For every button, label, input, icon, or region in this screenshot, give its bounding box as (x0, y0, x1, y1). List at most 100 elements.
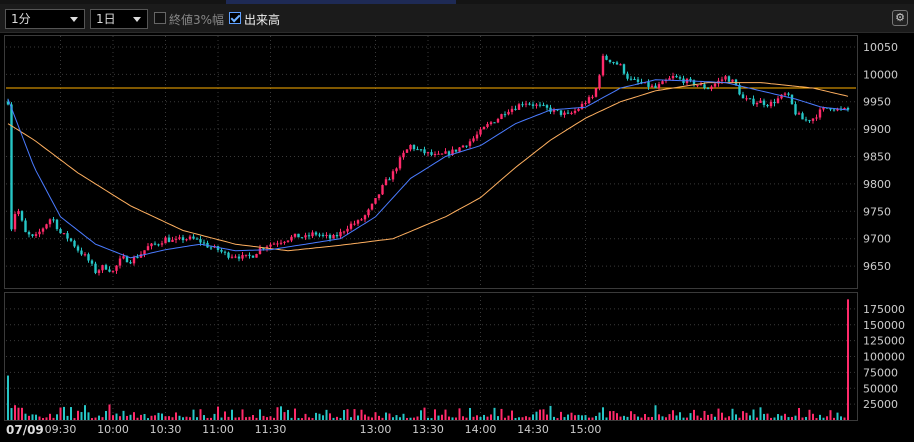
volume-bar (192, 409, 195, 420)
volume-checkbox[interactable] (229, 12, 241, 24)
volume-bar (94, 417, 97, 420)
candle-body (741, 94, 745, 99)
candle-body (524, 103, 528, 105)
volume-tick-label: 150000 (863, 319, 905, 332)
volume-label: 出来高 (244, 13, 281, 27)
volume-bar (742, 411, 744, 420)
candle-body (542, 104, 545, 106)
volume-bar (717, 408, 720, 420)
volume-bar (500, 408, 503, 420)
volume-bar (700, 417, 702, 420)
close-3pct-label: 終値3%幅 (169, 13, 225, 27)
volume-bar (91, 418, 93, 420)
candle-body (748, 98, 752, 100)
volume-bar (668, 414, 671, 420)
candle-body (290, 236, 293, 241)
candle-body (220, 249, 223, 252)
volume-bar (441, 414, 443, 420)
candle-body (272, 243, 276, 245)
candle-body (150, 243, 153, 247)
volume-bar (77, 410, 79, 420)
volume-bar (612, 411, 615, 420)
volume-bar (749, 415, 751, 420)
volume-bar (836, 412, 839, 420)
candle-body (804, 119, 808, 121)
candle-body (818, 109, 822, 118)
volume-bar (647, 417, 650, 420)
interval-select[interactable]: 1分 (5, 9, 85, 29)
candle-body (255, 253, 258, 258)
volume-bar (381, 417, 384, 420)
volume-bar (584, 415, 587, 420)
volume-bar (794, 415, 797, 420)
price-tick-label: 9900 (863, 123, 891, 136)
candle-body (48, 219, 52, 225)
volume-bar (770, 417, 772, 420)
candle-body (244, 254, 248, 256)
volume-bar (28, 415, 30, 420)
volume-bar (756, 417, 758, 420)
candle-body (486, 124, 489, 127)
candle-body (622, 64, 626, 74)
candle-body (668, 78, 671, 81)
volume-bar (672, 410, 674, 420)
volume-bar (591, 417, 594, 420)
candle-body (234, 256, 237, 258)
volume-bar (115, 413, 118, 420)
time-tick-label: 13:30 (412, 423, 444, 436)
volume-bar (21, 407, 23, 420)
candle-body (577, 108, 580, 111)
volume-bar (815, 418, 818, 420)
candle-body (164, 237, 167, 244)
volume-bar (822, 417, 825, 420)
close-3pct-checkbox[interactable] (154, 12, 166, 24)
volume-bar (336, 416, 338, 420)
volume-bar (808, 409, 811, 420)
candle-body (314, 232, 318, 235)
volume-bar (364, 414, 366, 420)
candle-body (731, 79, 734, 82)
price-panel (4, 35, 858, 289)
volume-bar (168, 416, 170, 420)
candle-body (265, 246, 269, 249)
interval-select-value: 1分 (11, 12, 31, 26)
candle-body (584, 103, 587, 105)
candle-body (552, 109, 556, 112)
volume-bar (619, 416, 622, 420)
candle-body (461, 145, 465, 148)
volume-bar (49, 413, 51, 420)
volume-bar (773, 417, 776, 420)
volume-bar (266, 417, 268, 420)
price-tick-label: 10050 (863, 41, 898, 54)
volume-bar (528, 417, 531, 420)
candle-body (612, 61, 615, 63)
candle-body (209, 247, 213, 249)
volume-bar (721, 412, 723, 420)
candle-body (332, 234, 335, 239)
candle-body (671, 75, 675, 79)
range-select[interactable]: 1日 (90, 9, 148, 29)
gear-icon[interactable]: ⚙ (892, 10, 908, 26)
volume-bar (644, 414, 646, 420)
volume-bar (539, 409, 541, 420)
volume-bar (483, 414, 485, 420)
candle-body (822, 107, 825, 110)
volume-bar (514, 417, 517, 420)
price-tick-label: 9800 (863, 178, 891, 191)
candle-body (605, 55, 608, 60)
volume-bar (406, 417, 408, 420)
candle-body (283, 241, 286, 243)
volume-bar (129, 414, 132, 420)
volume-bar (220, 417, 223, 420)
candle-body (374, 198, 377, 204)
volume-bar (318, 413, 321, 420)
volume-bar (210, 417, 212, 420)
volume-bar (766, 413, 769, 420)
candle-body (769, 101, 773, 107)
candle-body (402, 152, 405, 158)
candle-body (122, 256, 125, 259)
volume-bar (259, 409, 261, 420)
candle-body (692, 80, 696, 86)
volume-bar (133, 412, 135, 420)
candle-body (629, 78, 633, 80)
